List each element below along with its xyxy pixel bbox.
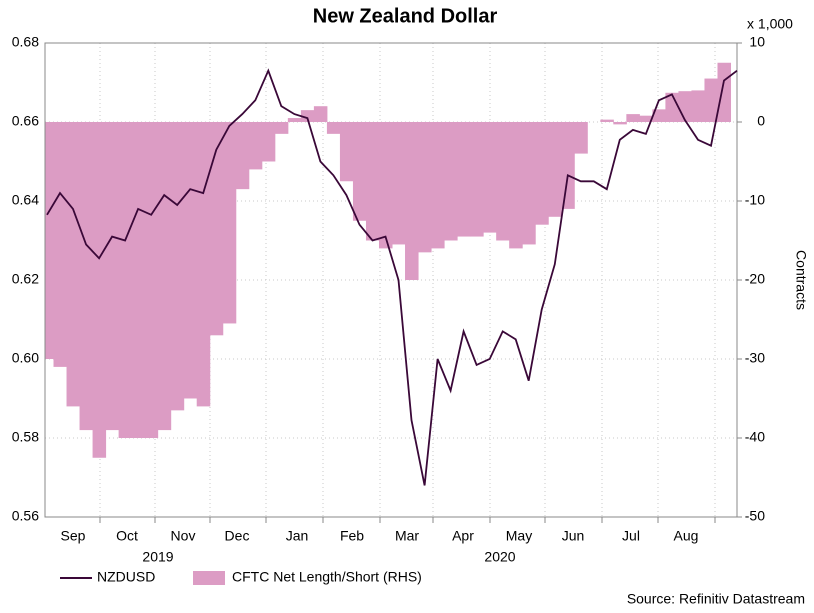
chart-title: New Zealand Dollar xyxy=(313,5,498,27)
y-tick-label: 0.56 xyxy=(12,508,39,524)
bar xyxy=(365,122,380,241)
bar xyxy=(691,90,705,122)
legend-label: NZDUSD xyxy=(97,569,155,585)
bar xyxy=(378,122,393,249)
bar xyxy=(574,122,588,154)
x-tick-label: May xyxy=(506,528,532,544)
y-tick-label: 0.62 xyxy=(12,271,39,287)
bar xyxy=(131,122,146,438)
bar xyxy=(196,122,211,407)
bar xyxy=(326,122,341,134)
bar xyxy=(53,122,68,367)
bar xyxy=(509,122,523,249)
bar xyxy=(118,122,133,438)
bar xyxy=(678,91,692,122)
bar xyxy=(600,119,614,122)
bar xyxy=(431,122,445,249)
bar xyxy=(613,122,627,125)
y2-tick-label: -10 xyxy=(745,192,765,208)
bar xyxy=(313,106,328,122)
y2-tick-label: -40 xyxy=(745,429,765,445)
bar xyxy=(92,122,107,458)
bar xyxy=(405,122,419,280)
line xyxy=(46,68,738,486)
bar xyxy=(704,78,718,122)
bar xyxy=(339,122,354,182)
y2-tick-label: 0 xyxy=(757,113,765,129)
y2-axis-label: Contracts xyxy=(793,250,809,310)
y2-tick-label: 10 xyxy=(749,34,765,50)
bar xyxy=(626,114,640,122)
bar xyxy=(548,122,562,217)
x-tick-label: Mar xyxy=(395,528,419,544)
bar xyxy=(652,109,666,122)
bar xyxy=(470,122,484,237)
y2-unit: x 1,000 xyxy=(747,16,793,32)
bar xyxy=(496,122,510,241)
x-tick-label: Aug xyxy=(674,528,699,544)
x-tick-label: Jun xyxy=(562,528,585,544)
year-label: 2019 xyxy=(142,549,173,565)
bar xyxy=(261,122,276,162)
x-tick-label: Dec xyxy=(225,528,250,544)
bar xyxy=(457,122,471,237)
bar xyxy=(183,122,198,399)
y2-tick-label: -20 xyxy=(745,271,765,287)
bar xyxy=(392,122,406,245)
bar xyxy=(535,122,549,225)
bar xyxy=(248,122,263,170)
legend-label: CFTC Net Length/Short (RHS) xyxy=(232,569,422,585)
bar xyxy=(639,115,653,122)
bar xyxy=(222,122,237,324)
y-tick-label: 0.66 xyxy=(12,113,39,129)
bar xyxy=(418,122,432,253)
y-tick-label: 0.58 xyxy=(12,429,39,445)
bar xyxy=(274,122,289,134)
bar xyxy=(287,118,302,122)
bar xyxy=(561,122,575,209)
bar xyxy=(483,122,497,233)
bar xyxy=(144,122,159,438)
bar xyxy=(45,122,55,359)
year-label: 2020 xyxy=(484,549,515,565)
x-tick-label: Sep xyxy=(61,528,86,544)
bar xyxy=(105,122,120,431)
bar xyxy=(352,122,367,221)
legend-patch xyxy=(193,571,225,585)
x-tick-label: Apr xyxy=(452,528,474,544)
x-tick-label: Jul xyxy=(622,528,640,544)
x-tick-label: Jan xyxy=(286,528,309,544)
bar xyxy=(66,122,81,407)
x-tick-label: Feb xyxy=(340,528,364,544)
bar xyxy=(209,122,224,336)
bar xyxy=(235,122,250,190)
bar xyxy=(170,122,185,411)
x-tick-label: Nov xyxy=(171,528,196,544)
y-tick-label: 0.68 xyxy=(12,34,39,50)
y2-tick-label: -50 xyxy=(745,508,765,524)
bar xyxy=(444,122,458,241)
bar xyxy=(79,122,94,431)
bar xyxy=(717,62,732,122)
bar xyxy=(157,122,172,431)
bar xyxy=(522,122,536,245)
y-tick-label: 0.64 xyxy=(12,192,39,208)
y-tick-label: 0.60 xyxy=(12,350,39,366)
x-tick-label: Oct xyxy=(116,528,138,544)
bar xyxy=(300,110,315,122)
y2-tick-label: -30 xyxy=(745,350,765,366)
source-note: Source: Refinitiv Datastream xyxy=(627,591,805,607)
